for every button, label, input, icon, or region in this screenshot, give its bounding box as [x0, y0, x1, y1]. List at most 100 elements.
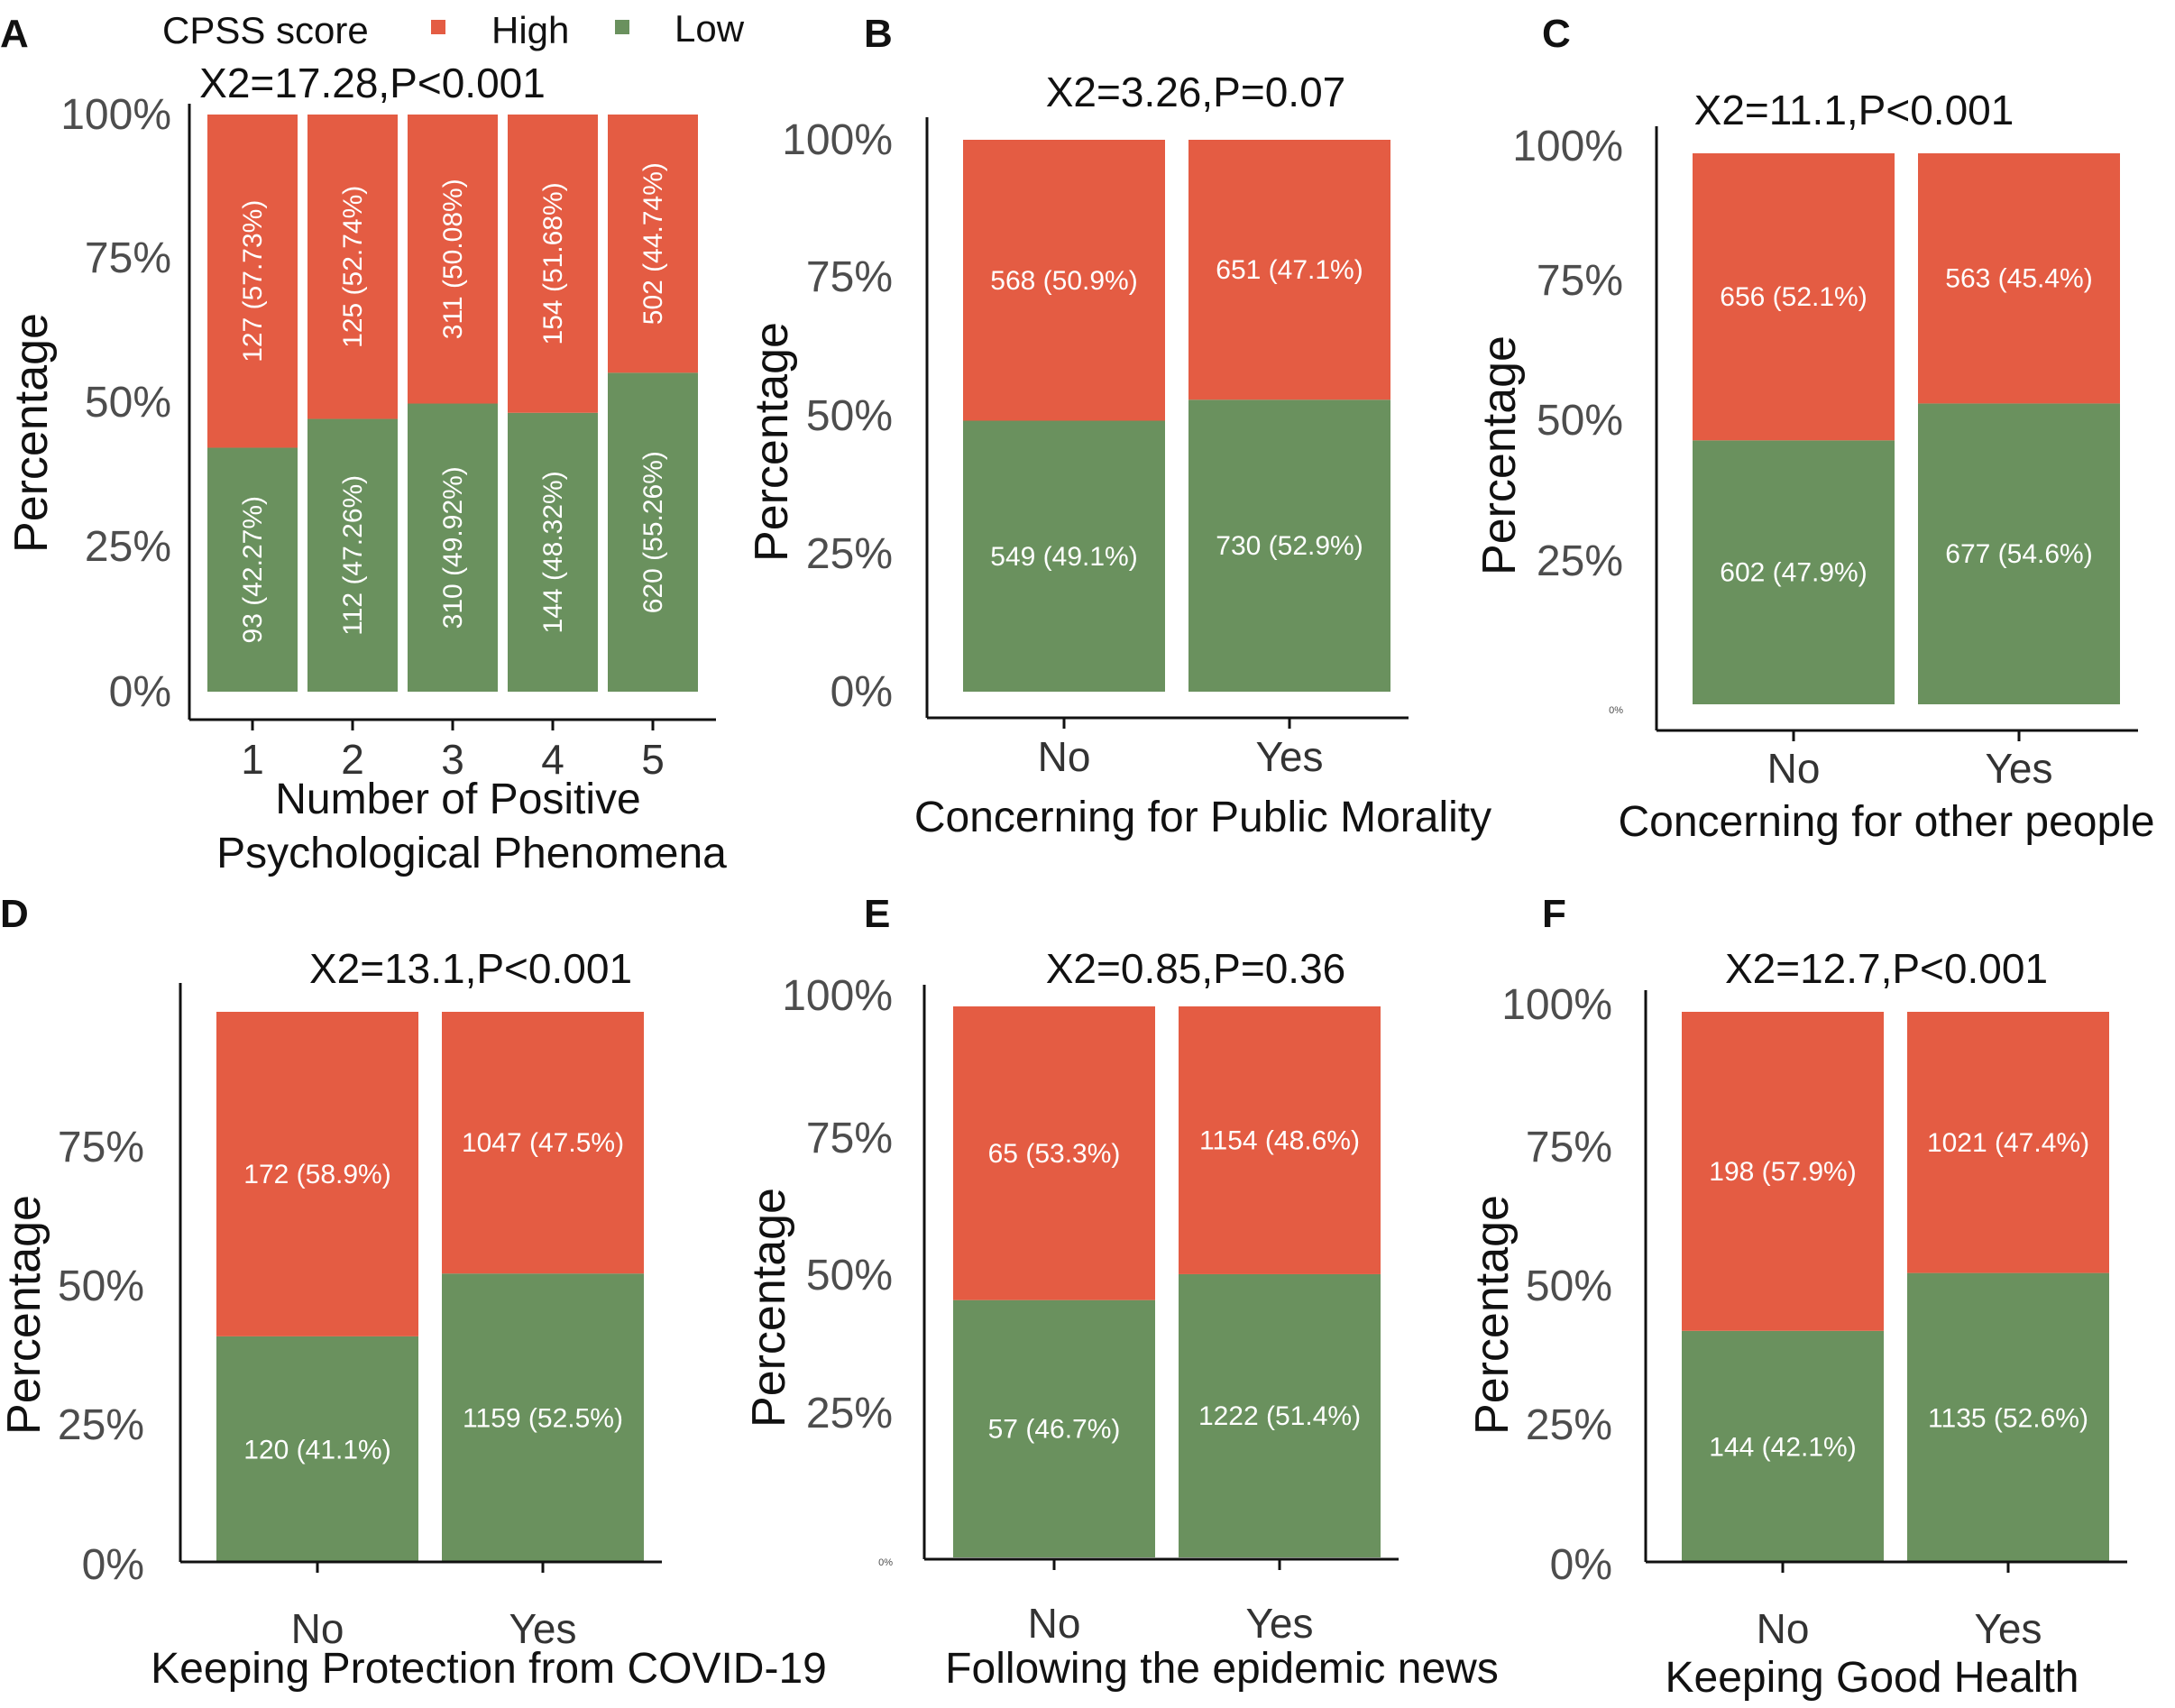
- y-tick-label: 25%: [806, 1390, 893, 1437]
- bar-low: [1693, 440, 1895, 704]
- bar-low: [307, 418, 398, 692]
- x-axis-label: Concerning for Public Morality: [914, 794, 1491, 841]
- legend-title: CPSS score: [162, 9, 369, 51]
- x-tick-label: 1: [241, 736, 264, 783]
- x-tick-label: No: [1038, 733, 1091, 780]
- chart-title: X2=12.7,P<0.001: [1725, 945, 2048, 992]
- data-label: 144 (42.1%): [1709, 1432, 1856, 1462]
- data-label: 730 (52.9%): [1216, 531, 1363, 561]
- y-axis-label: Percentage: [1466, 1195, 1519, 1435]
- y-tick-label: 25%: [85, 523, 171, 571]
- bar-low: [442, 1273, 644, 1563]
- y-tick-label: 50%: [806, 392, 893, 440]
- y-tick-label: 50%: [58, 1263, 144, 1310]
- data-label: 1047 (47.5%): [462, 1128, 624, 1158]
- y-tick-label: 0%: [1550, 1541, 1612, 1589]
- y-tick-label: 0%: [878, 1557, 893, 1568]
- y-tick-label: 25%: [1526, 1401, 1612, 1449]
- x-tick-label: No: [291, 1605, 344, 1652]
- y-tick-label: 100%: [60, 91, 171, 139]
- y-tick-label: 50%: [1526, 1263, 1612, 1310]
- bar-low: [608, 372, 698, 692]
- panel-letter: A: [0, 12, 29, 56]
- x-tick-label: No: [1028, 1600, 1081, 1647]
- chart-title: X2=11.1,P<0.001: [1694, 87, 2014, 133]
- bar-high: [1188, 140, 1390, 400]
- bar-low: [1682, 1330, 1884, 1563]
- panel-e: E X2=0.85,P=0.36 57 (46.7%) 65 (53.3%) No 122…: [743, 892, 1499, 1693]
- bar-high: [1682, 1012, 1884, 1331]
- bar-low: [508, 412, 598, 692]
- data-label: 127 (57.73%): [238, 200, 268, 363]
- legend-label-high: High: [491, 9, 569, 51]
- x-axis-label: Psychological Phenomena: [216, 830, 727, 877]
- data-label: 93 (42.27%): [238, 496, 268, 643]
- bar-low: [408, 403, 498, 692]
- x-axis-label: Keeping Protection from COVID-19: [151, 1645, 827, 1693]
- y-tick-label: 0%: [109, 668, 171, 716]
- chart-title: X2=17.28,P<0.001: [199, 60, 546, 106]
- data-label: 1222 (51.4%): [1198, 1401, 1361, 1431]
- panel-letter: C: [1542, 12, 1571, 56]
- y-tick-label: 0%: [1609, 705, 1623, 716]
- panel-c: C X2=11.1,P<0.001 602 (47.9%) 656 (52.1%) No…: [1473, 12, 2155, 846]
- y-tick-label: 75%: [85, 234, 171, 282]
- x-axis-label: Following the epidemic news: [945, 1645, 1499, 1693]
- bar-high: [1693, 153, 1895, 441]
- y-tick-label: 0%: [82, 1541, 144, 1589]
- panel-letter: F: [1542, 892, 1566, 936]
- x-tick-label: No: [1767, 745, 1821, 792]
- x-tick-label: Yes: [1255, 733, 1323, 780]
- data-label: 677 (54.6%): [1945, 539, 2092, 569]
- panel-letter: D: [0, 892, 29, 936]
- x-tick-label: Yes: [1245, 1600, 1313, 1647]
- bar-high: [508, 115, 598, 413]
- bar-high: [1918, 153, 2120, 404]
- bar-high: [953, 1006, 1155, 1300]
- y-axis-label: Percentage: [5, 313, 58, 553]
- bar-low: [1188, 399, 1390, 692]
- panel-letter: E: [864, 892, 890, 936]
- data-label: 144 (48.32%): [538, 471, 568, 633]
- panel-d: D X2=13.1,P<0.001 120 (41.1%) 172 (58.9%) No…: [0, 892, 827, 1693]
- bar-high: [963, 140, 1165, 421]
- x-tick-label: 5: [641, 736, 665, 783]
- data-label: 172 (58.9%): [243, 1160, 390, 1189]
- bar-low: [1907, 1272, 2109, 1563]
- data-label: 602 (47.9%): [1720, 558, 1867, 588]
- panel-letter: B: [864, 12, 893, 56]
- bar-low: [216, 1336, 418, 1563]
- y-tick-label: 75%: [1537, 257, 1623, 305]
- y-tick-label: 0%: [831, 668, 893, 716]
- legend-swatch-low: [615, 20, 629, 34]
- data-label: 502 (44.74%): [638, 162, 668, 325]
- x-tick-label: Yes: [1974, 1605, 2042, 1652]
- chart-title: X2=0.85,P=0.36: [1046, 945, 1346, 992]
- x-tick-label: Yes: [509, 1605, 576, 1652]
- x-axis-label: Concerning for other people: [1618, 798, 2154, 846]
- bar-high: [1179, 1006, 1381, 1274]
- data-label: 568 (50.9%): [990, 266, 1137, 296]
- x-tick-label: Yes: [1985, 745, 2052, 792]
- data-label: 1159 (52.5%): [463, 1404, 623, 1434]
- data-label: 651 (47.1%): [1216, 255, 1363, 285]
- chart-title: X2=13.1,P<0.001: [309, 945, 632, 992]
- data-label: 154 (51.68%): [538, 182, 568, 344]
- data-label: 65 (53.3%): [988, 1139, 1121, 1169]
- y-tick-label: 75%: [806, 253, 893, 301]
- chart-title: X2=3.26,P=0.07: [1046, 69, 1346, 115]
- data-label: 310 (49.92%): [438, 466, 468, 629]
- data-label: 120 (41.1%): [243, 1435, 390, 1465]
- bar-high: [207, 115, 298, 448]
- x-tick-label: 2: [341, 736, 364, 783]
- data-label: 1021 (47.4%): [1927, 1128, 2089, 1158]
- bar-high: [442, 1012, 644, 1274]
- y-tick-label: 25%: [1537, 537, 1623, 585]
- bar-low: [1179, 1273, 1381, 1557]
- data-label: 620 (55.26%): [638, 451, 668, 613]
- y-tick-label: 25%: [806, 530, 893, 578]
- x-axis-label: Keeping Good Health: [1666, 1654, 2079, 1702]
- data-label: 656 (52.1%): [1720, 282, 1867, 312]
- y-tick-label: 100%: [1501, 981, 1612, 1029]
